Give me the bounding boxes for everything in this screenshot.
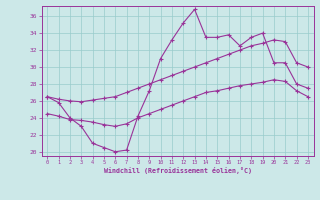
X-axis label: Windchill (Refroidissement éolien,°C): Windchill (Refroidissement éolien,°C): [104, 167, 252, 174]
